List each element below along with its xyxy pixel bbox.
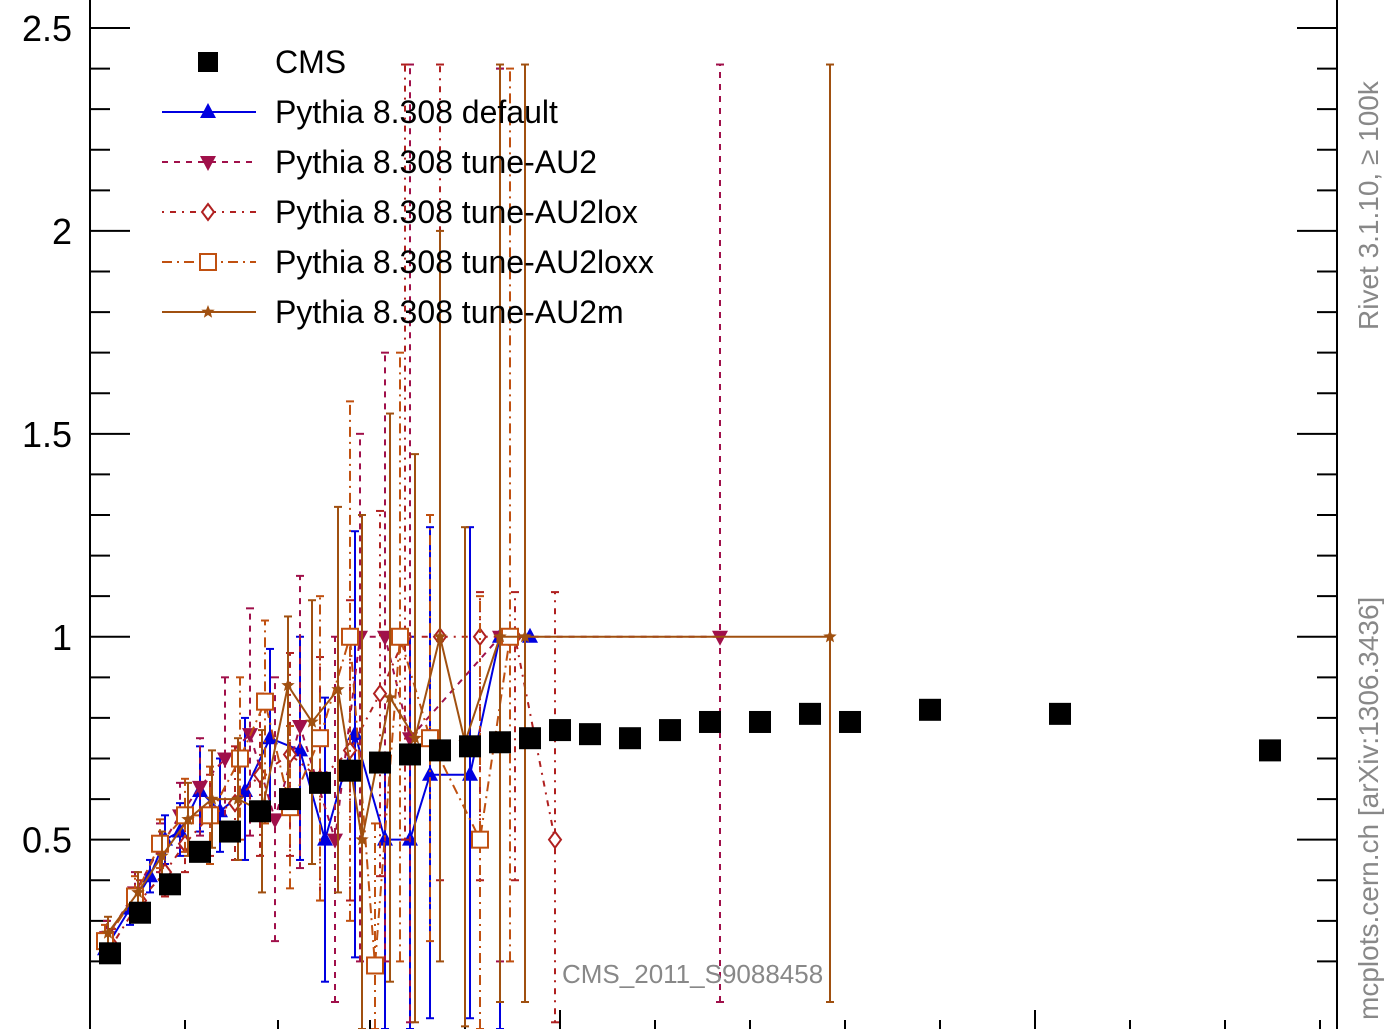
data-point bbox=[489, 731, 511, 754]
chart-legend: CMS Pythia 8.308 default Pythia 8.308 tune… bbox=[162, 44, 654, 330]
data-point bbox=[281, 678, 295, 692]
data-point bbox=[518, 629, 532, 643]
rivet-version-label: Rivet 3.1.10, ≥ 100k bbox=[1353, 80, 1384, 330]
legend-label: Pythia 8.308 default bbox=[275, 94, 558, 130]
y-tick-label: 0.5 bbox=[22, 820, 72, 861]
y-tick-label: 1.5 bbox=[22, 414, 72, 455]
y-tick-label: 2 bbox=[52, 211, 72, 252]
data-point bbox=[399, 743, 421, 766]
data-point bbox=[749, 710, 771, 733]
legend-entry: Pythia 8.308 tune-AU2 bbox=[162, 144, 597, 180]
y-tick-label: 2.5 bbox=[22, 8, 72, 49]
data-point bbox=[699, 710, 721, 733]
data-point bbox=[579, 723, 601, 746]
series-line bbox=[104, 636, 511, 966]
data-point bbox=[199, 253, 217, 271]
legend-label: Pythia 8.308 tune-AU2loxx bbox=[275, 244, 654, 280]
data-point bbox=[200, 202, 216, 222]
data-point bbox=[331, 682, 345, 696]
data-point bbox=[712, 630, 728, 646]
data-point bbox=[131, 885, 145, 899]
data-point bbox=[433, 629, 447, 643]
data-point bbox=[471, 830, 489, 849]
data-point bbox=[493, 629, 507, 643]
data-point bbox=[200, 103, 216, 118]
data-point bbox=[919, 698, 941, 721]
data-point bbox=[659, 719, 681, 742]
data-point bbox=[305, 715, 319, 728]
legend-entry: Pythia 8.308 tune-AU2m bbox=[162, 294, 624, 330]
legend-entry: Pythia 8.308 tune-AU2loxx bbox=[162, 244, 654, 280]
data-point bbox=[519, 727, 541, 750]
data-point bbox=[189, 840, 211, 863]
data-point bbox=[369, 751, 391, 774]
data-point bbox=[192, 780, 208, 796]
mcplots-source-label: mcplots.cern.ch [arXiv:1306.3436] bbox=[1353, 597, 1384, 1020]
data-point bbox=[472, 627, 488, 647]
data-point bbox=[231, 749, 249, 768]
data-point bbox=[200, 156, 216, 171]
chart-series-layer bbox=[96, 63, 1281, 1029]
legend-entry: Pythia 8.308 default bbox=[162, 94, 558, 130]
data-point bbox=[205, 792, 219, 805]
data-point bbox=[311, 729, 329, 748]
chart-frame: 0.5 1 1.5 2 2.5 bbox=[22, 0, 1338, 1029]
data-point bbox=[372, 683, 388, 704]
data-point bbox=[217, 752, 233, 768]
data-point bbox=[231, 792, 245, 805]
analysis-annotation: CMS_2011_S9088458 bbox=[562, 959, 823, 989]
series-pythia-8-308-tune-au2loxx bbox=[96, 67, 519, 1029]
data-point bbox=[1049, 702, 1071, 725]
data-point bbox=[129, 901, 151, 924]
data-point bbox=[1259, 739, 1281, 762]
data-point bbox=[619, 727, 641, 750]
data-point bbox=[799, 702, 821, 725]
data-point bbox=[249, 800, 271, 823]
data-point bbox=[256, 692, 274, 711]
data-point bbox=[391, 627, 409, 646]
legend-entry: Pythia 8.308 tune-AU2lox bbox=[162, 194, 638, 230]
data-point bbox=[309, 771, 331, 794]
series-line bbox=[107, 635, 830, 934]
data-point bbox=[201, 305, 215, 318]
legend-entry: CMS bbox=[198, 44, 346, 80]
data-point bbox=[219, 820, 241, 843]
legend-label: CMS bbox=[275, 44, 346, 80]
legend-label: Pythia 8.308 tune-AU2 bbox=[275, 144, 597, 180]
legend-label: Pythia 8.308 tune-AU2m bbox=[275, 294, 624, 330]
data-point bbox=[408, 731, 422, 744]
data-point bbox=[429, 739, 451, 762]
series-pythia-8-308-tune-au2m bbox=[101, 63, 837, 1029]
data-point bbox=[292, 720, 308, 736]
data-point bbox=[99, 942, 121, 965]
data-point bbox=[155, 848, 169, 862]
series-line bbox=[111, 635, 556, 946]
data-point bbox=[292, 741, 308, 757]
data-point bbox=[422, 765, 438, 781]
data-point bbox=[151, 834, 169, 853]
data-point bbox=[279, 788, 301, 811]
data-point bbox=[459, 735, 481, 758]
data-point bbox=[549, 719, 571, 742]
legend-label: Pythia 8.308 tune-AU2lox bbox=[275, 194, 638, 230]
data-point bbox=[101, 926, 115, 939]
series-pythia-8-308-tune-au2 bbox=[99, 63, 728, 1024]
y-tick-label: 1 bbox=[52, 617, 72, 658]
data-point bbox=[366, 956, 384, 975]
data-point bbox=[159, 873, 181, 896]
series-cms bbox=[99, 698, 1281, 965]
data-point bbox=[839, 710, 861, 733]
data-point bbox=[317, 830, 333, 846]
data-point bbox=[201, 806, 219, 825]
data-point bbox=[198, 52, 218, 72]
data-point bbox=[355, 832, 369, 846]
data-point bbox=[339, 759, 361, 782]
data-point bbox=[341, 627, 359, 646]
data-point bbox=[823, 629, 837, 643]
data-point bbox=[547, 830, 563, 850]
data-point bbox=[383, 690, 397, 704]
data-point bbox=[181, 812, 195, 825]
